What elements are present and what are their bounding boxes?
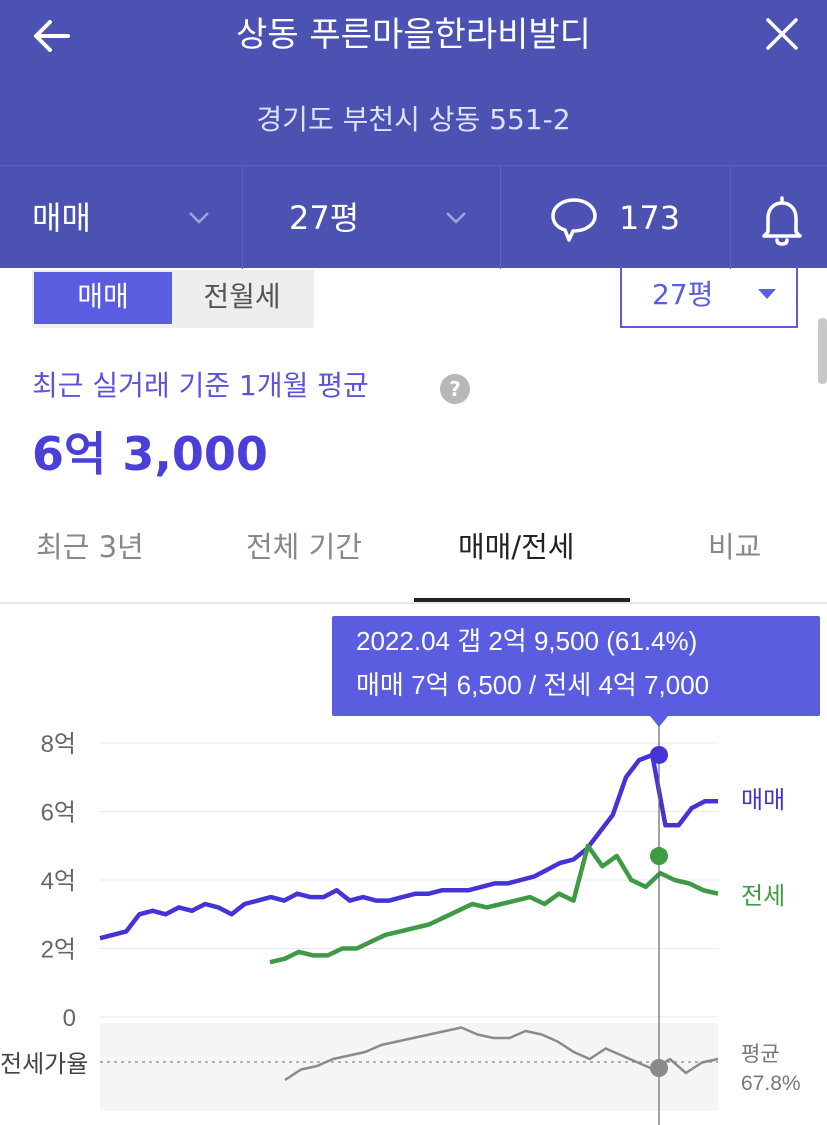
close-icon[interactable] — [758, 10, 806, 58]
tooltip-line-2: 매매 7억 6,500 / 전세 4억 7,000 — [356, 670, 709, 700]
app-header: 상동 푸른마을한라비발디 경기도 부천시 상동 551-2 매매 27평 173 — [0, 0, 827, 269]
scrollbar[interactable] — [818, 318, 827, 384]
sale-legend-label: 매매 — [741, 787, 785, 814]
tab-sale-jeonse[interactable]: 매매/전세 — [458, 530, 575, 564]
trade-toggle: 매매 전월세 — [32, 270, 314, 328]
tab-compare[interactable]: 비교 — [708, 530, 762, 564]
comments-button[interactable]: 173 — [501, 166, 731, 269]
trade-type-label: 매매 — [32, 199, 91, 237]
size-select[interactable]: 27평 — [620, 266, 798, 328]
average-price: 6억 3,000 — [32, 427, 268, 481]
help-icon[interactable]: ? — [440, 374, 470, 404]
tooltip-line-1: 2022.04 갭 2억 9,500 (61.4%) — [356, 626, 697, 656]
ratio-band — [100, 1023, 718, 1111]
toggle-rent[interactable]: 전월세 — [203, 280, 281, 313]
chevron-down-icon — [189, 212, 209, 224]
speech-bubble-icon — [551, 198, 597, 242]
size-label: 27평 — [289, 199, 360, 237]
ratio-axis-label: 전세가율 — [0, 1051, 88, 1078]
filter-bar: 매매 27평 173 — [0, 165, 827, 269]
size-select-label: 27평 — [652, 278, 714, 311]
sale-series-line — [99, 752, 718, 941]
chevron-down-icon — [446, 212, 466, 224]
tooltip-box — [332, 616, 820, 716]
caret-down-icon — [758, 289, 776, 299]
ratio-average-value: 67.8% — [741, 1072, 801, 1095]
ratio-average-label: 평균 — [741, 1043, 780, 1066]
sale-point-marker — [650, 745, 668, 764]
y-tick-label: 4억 — [41, 868, 76, 895]
ratio-point-marker — [650, 1059, 668, 1077]
arrow-left-icon[interactable] — [28, 12, 76, 60]
average-label: 최근 실거래 기준 1개월 평균 — [32, 369, 369, 402]
chart-tabs: 최근 3년 전체 기간 매매/전세 비교 — [0, 510, 827, 604]
tab-all-period[interactable]: 전체 기간 — [246, 530, 362, 564]
jeonse-series-line — [269, 843, 719, 965]
bell-icon — [762, 196, 802, 246]
trade-type-dropdown[interactable]: 매매 — [0, 166, 243, 269]
active-tab-indicator — [414, 598, 630, 602]
tab-recent-3y[interactable]: 최근 3년 — [36, 530, 144, 564]
address: 경기도 부천시 상동 551-2 — [256, 103, 571, 136]
y-tick-label: 8억 — [41, 731, 76, 758]
toggle-sale[interactable]: 매매 — [34, 272, 172, 324]
size-dropdown[interactable]: 27평 — [243, 166, 501, 269]
jeonse-legend-label: 전세 — [741, 883, 785, 910]
y-tick-label: 6억 — [41, 800, 76, 827]
page-title: 상동 푸른마을한라비발디 — [236, 15, 591, 55]
notification-button[interactable] — [731, 166, 827, 269]
jeonse-point-marker — [650, 847, 668, 866]
y-tick-label: 2억 — [41, 937, 76, 964]
comment-count: 173 — [619, 199, 681, 237]
ratio-series-line — [284, 1026, 719, 1082]
tooltip-pointer — [650, 716, 668, 727]
y-tick-label: 0 — [63, 1005, 76, 1032]
